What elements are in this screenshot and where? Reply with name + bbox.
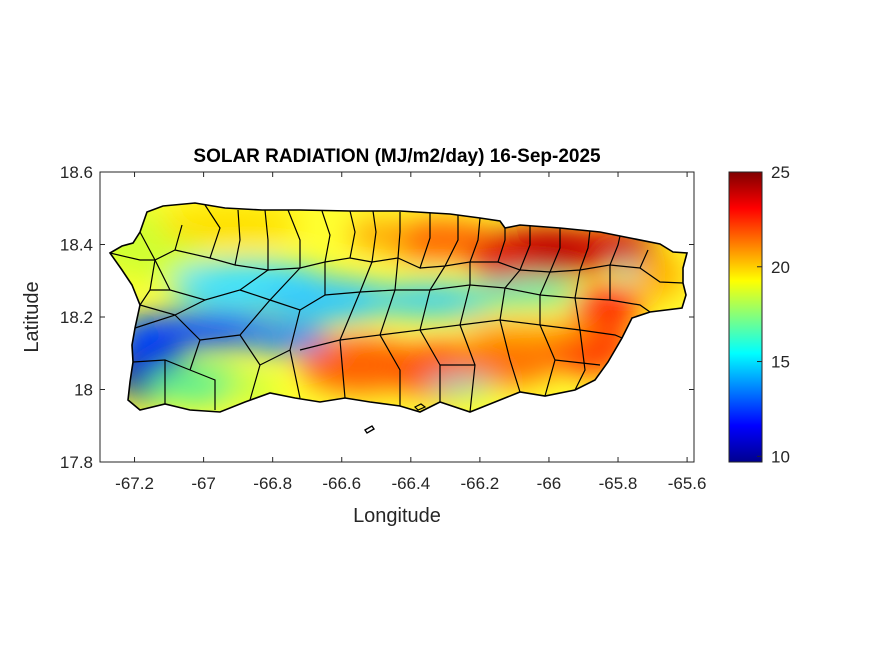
chart-title: SOLAR RADIATION (MJ/m2/day) 16-Sep-2025 [193, 146, 601, 167]
municipal-boundaries [110, 204, 684, 412]
cayo-outline [413, 403, 427, 411]
x-tick-label: -66.8 [253, 474, 292, 493]
x-axis: -67.2 -67 -66.8 -66.6 -66.4 -66.2 -66 -65.8 -65.… [115, 172, 706, 493]
colorbar-tick-label: 25 [771, 163, 790, 182]
colorbar-gradient [728, 171, 763, 463]
x-tick-label: -65.8 [599, 474, 638, 493]
caja-de-muertos-outline [364, 425, 375, 434]
colorbar-tick-label: 15 [771, 353, 790, 372]
x-tick-label: -67.2 [115, 474, 154, 493]
colorbar-tick-label: 10 [771, 447, 790, 466]
colorbar: 10 15 20 25 [728, 163, 790, 466]
y-tick-label: 18 [74, 381, 93, 400]
x-tick-label: -67 [191, 474, 216, 493]
x-axis-label: Longitude [353, 505, 441, 527]
colorbar-ticks: 10 15 20 25 [757, 163, 790, 466]
x-tick-label: -65.6 [668, 474, 707, 493]
x-tick-label: -66.2 [461, 474, 500, 493]
y-tick-label: 18.6 [60, 163, 93, 182]
x-tick-label: -66 [537, 474, 562, 493]
y-axis-label: Latitude [21, 281, 43, 352]
colorbar-tick-label: 20 [771, 258, 790, 277]
x-tick-label: -66.4 [391, 474, 430, 493]
y-tick-label: 18.2 [60, 308, 93, 327]
x-tick-label: -66.6 [322, 474, 361, 493]
y-tick-label: 17.8 [60, 453, 93, 472]
y-tick-label: 18.4 [60, 236, 93, 255]
y-axis: 17.8 18 18.2 18.4 18.6 [60, 163, 694, 472]
